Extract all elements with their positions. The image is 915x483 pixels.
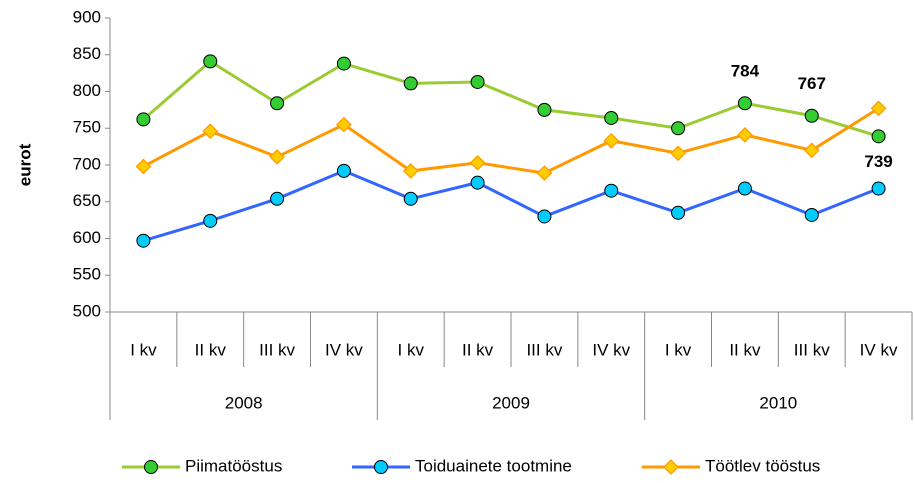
y-tick-label: 700 xyxy=(73,154,101,173)
legend-label: Töötlev tööstus xyxy=(705,456,820,475)
data-label: 784 xyxy=(731,62,760,81)
x-tick-label: III kv xyxy=(526,340,562,359)
point-marker xyxy=(136,112,151,127)
point-marker xyxy=(537,209,552,224)
point-marker xyxy=(670,145,686,162)
x-tick-label: III kv xyxy=(794,340,830,359)
x-tick-label: IV kv xyxy=(325,340,363,359)
point-marker xyxy=(604,183,619,198)
y-tick-label: 800 xyxy=(73,81,101,100)
point-marker xyxy=(804,207,819,222)
point-marker xyxy=(470,74,485,89)
point-marker xyxy=(270,191,285,206)
point-marker xyxy=(403,76,418,91)
y-tick-label: 650 xyxy=(73,191,101,210)
point-marker xyxy=(536,165,553,181)
y-tick-label: 900 xyxy=(73,7,101,26)
point-marker xyxy=(202,123,219,140)
x-tick-label: II kv xyxy=(195,340,227,359)
point-marker xyxy=(603,132,620,149)
group-label: 2009 xyxy=(492,393,530,412)
y-axis-label: eurot xyxy=(15,143,34,186)
legend-marker xyxy=(374,460,388,474)
x-tick-label: IV kv xyxy=(592,340,630,359)
group-label: 2010 xyxy=(759,393,797,412)
point-marker xyxy=(604,110,619,125)
y-tick-label: 500 xyxy=(73,301,101,320)
x-tick-label: I kv xyxy=(665,340,692,359)
point-marker xyxy=(336,163,351,178)
point-marker xyxy=(803,142,820,159)
legend-label: Toiduainete tootmine xyxy=(415,456,572,475)
legend-marker xyxy=(663,459,679,475)
point-marker xyxy=(135,158,152,175)
x-tick-label: II kv xyxy=(729,340,761,359)
point-marker xyxy=(871,181,886,196)
x-tick-label: II kv xyxy=(462,340,494,359)
point-marker xyxy=(737,127,753,143)
series-line xyxy=(142,59,880,138)
series-line xyxy=(142,107,880,175)
point-marker xyxy=(470,175,485,190)
y-tick-label: 600 xyxy=(73,228,101,247)
point-marker xyxy=(871,129,886,144)
series-line xyxy=(142,169,880,243)
x-tick-label: IV kv xyxy=(860,340,898,359)
legend-label: Piimatööstus xyxy=(185,456,282,475)
point-marker xyxy=(671,205,686,220)
point-marker xyxy=(737,181,752,196)
y-tick-label: 750 xyxy=(73,118,101,137)
point-marker xyxy=(469,154,486,171)
point-marker xyxy=(671,121,686,136)
point-marker xyxy=(270,96,285,111)
point-marker xyxy=(269,149,285,165)
y-tick-label: 850 xyxy=(73,44,101,63)
group-label: 2008 xyxy=(225,393,263,412)
point-marker xyxy=(870,100,887,117)
legend-marker xyxy=(144,460,158,474)
point-marker xyxy=(336,56,351,71)
point-marker xyxy=(402,163,419,179)
x-tick-label: I kv xyxy=(398,340,425,359)
point-marker xyxy=(203,213,218,228)
y-tick-label: 550 xyxy=(73,265,101,284)
point-marker xyxy=(737,96,752,111)
point-marker xyxy=(336,116,352,133)
point-marker xyxy=(804,108,819,123)
x-tick-label: I kv xyxy=(130,340,157,359)
point-marker xyxy=(537,102,552,117)
data-label: 767 xyxy=(798,74,826,93)
x-tick-label: III kv xyxy=(259,340,295,359)
point-marker xyxy=(403,191,418,206)
data-label: 739 xyxy=(864,152,892,171)
point-marker xyxy=(136,233,151,248)
point-marker xyxy=(203,54,218,69)
